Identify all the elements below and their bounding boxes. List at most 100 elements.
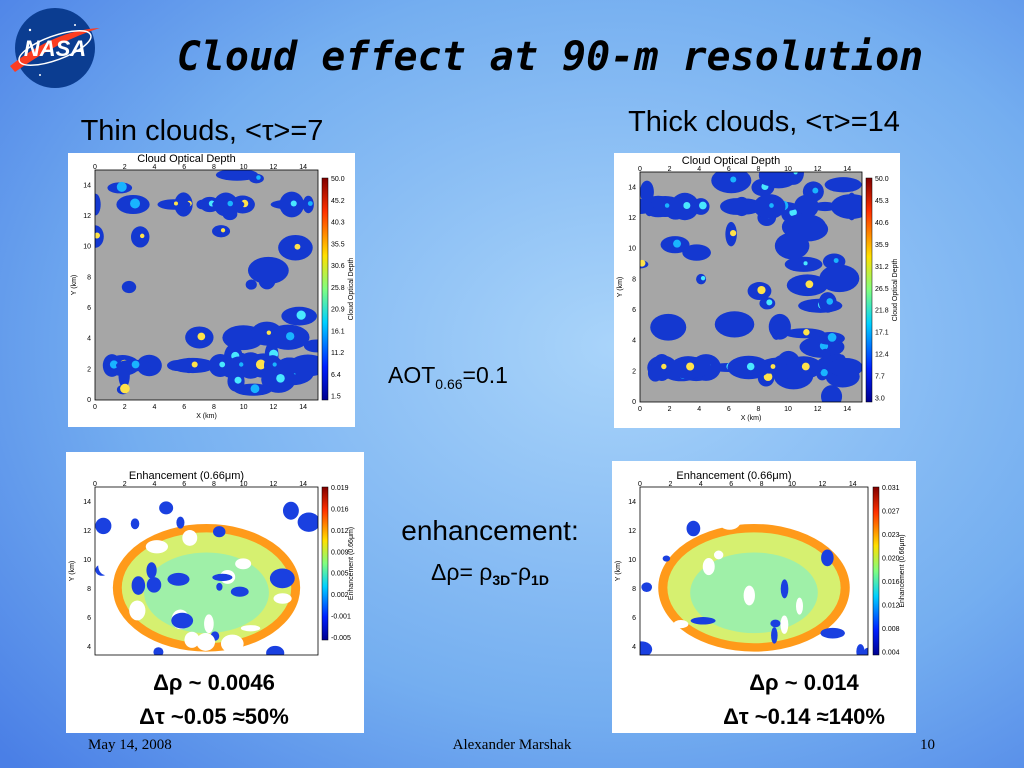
cloud-hole	[129, 600, 146, 621]
colorbar-tick-label: 11.2	[331, 350, 344, 357]
x-tick-label: 10	[240, 164, 248, 171]
cloud	[759, 173, 785, 187]
x-tick-label: 6	[182, 481, 186, 488]
cloud-hole	[146, 577, 162, 593]
cloud-core	[746, 362, 755, 371]
map-image	[640, 487, 868, 655]
cloud-hole	[282, 501, 299, 520]
cloud-core	[661, 363, 667, 370]
y-tick-label: 14	[83, 182, 91, 189]
colorbar	[872, 486, 880, 656]
cloud	[711, 172, 752, 194]
colorbar	[865, 177, 873, 403]
cloud	[733, 196, 751, 217]
cloud-core	[683, 201, 691, 210]
cloud	[196, 199, 209, 210]
y-axis-label: Y (km)	[69, 561, 76, 581]
map-image	[95, 170, 318, 400]
cloud-hole	[673, 620, 689, 629]
x-tick-label: 12	[814, 406, 822, 413]
formula-lhs: Δρ= ρ	[431, 559, 492, 585]
x-tick-label: 2	[123, 404, 127, 411]
cloud-core	[700, 275, 706, 281]
y-tick-label: 4	[632, 644, 636, 651]
y-tick-label: 10	[83, 244, 91, 251]
x-tick-label: 0	[93, 481, 97, 488]
colorbar-tick-label: 3.0	[875, 396, 885, 403]
y-tick-label: 12	[83, 528, 91, 535]
cloud-hole	[713, 550, 724, 560]
enhancement-formula: Δρ= ρ3D-ρ1D	[431, 559, 549, 588]
cloud-core	[730, 176, 737, 183]
cloud-hole	[213, 526, 226, 538]
cloud	[836, 354, 848, 381]
colorbar-tick-label: 0.008	[882, 626, 900, 633]
colorbar-tick-label: 30.6	[331, 263, 345, 270]
y-tick-label: 8	[632, 586, 636, 593]
y-tick-label: 14	[628, 184, 636, 191]
x-tick-label: 0	[638, 481, 642, 488]
cloud-core	[307, 201, 313, 206]
y-tick-label: 4	[87, 336, 91, 343]
plot-title: Cloud Optical Depth	[682, 155, 780, 167]
x-tick-label: 6	[727, 166, 731, 173]
x-tick-label: 8	[212, 164, 216, 171]
cloud	[824, 177, 862, 193]
cloud	[121, 280, 137, 294]
cloud-core	[116, 181, 127, 192]
cloud-hole	[718, 513, 741, 530]
x-tick-label: 4	[697, 406, 701, 413]
cloud	[215, 170, 259, 181]
x-tick-label: 0	[638, 406, 642, 413]
colorbar-label: Cloud Optical Depth	[348, 258, 355, 321]
cloud-core	[294, 243, 301, 250]
x-tick-label: 14	[843, 166, 851, 173]
cloud-hole	[686, 520, 701, 537]
cloud-core	[793, 172, 798, 175]
colorbar-label: Enhancement (0.66μm)	[899, 534, 906, 607]
cloud-core	[286, 332, 295, 341]
colorbar-tick-label: 20.9	[331, 307, 345, 314]
panels: Cloud Optical Depth002244668810101212141…	[66, 153, 916, 733]
cloud	[222, 208, 238, 221]
x-tick-label: 12	[819, 481, 827, 488]
x-tick-label: 6	[727, 406, 731, 413]
cloud-hole	[289, 487, 313, 498]
cloud-hole	[212, 573, 233, 582]
colorbar-tick-label: 16.1	[331, 328, 345, 335]
y-tick-label: 4	[632, 338, 636, 345]
colorbar-tick-label: 0.019	[331, 485, 349, 492]
cloud-core	[234, 376, 242, 384]
cloud-core	[699, 201, 707, 210]
colorbar-tick-label: 35.5	[331, 241, 345, 248]
cloud-hole	[145, 540, 168, 554]
cloud-hole	[153, 647, 164, 655]
formula-sub: 3D	[492, 572, 510, 588]
cloud-core	[173, 201, 178, 206]
x-tick-label: 8	[212, 481, 216, 488]
x-tick-label: 4	[699, 481, 703, 488]
cloud-core	[250, 384, 260, 394]
cloud-core	[789, 208, 797, 217]
cloud-core	[686, 362, 695, 371]
footer-page: 10	[920, 737, 935, 753]
x-tick-label: 4	[697, 166, 701, 173]
cloud-hole	[702, 558, 715, 576]
formula-sub: 1D	[531, 572, 549, 588]
figure-panel: Cloud Optical Depth002244668810101212141…	[68, 153, 355, 427]
x-tick-label: 12	[814, 166, 822, 173]
cloud	[640, 198, 654, 215]
colorbar-tick-label: 1.5	[331, 394, 341, 401]
x-tick-label: 8	[760, 481, 764, 488]
cloud-hole	[182, 529, 198, 546]
colorbar-tick-label: 25.8	[331, 285, 345, 292]
x-tick-label: 14	[849, 481, 857, 488]
plot-title: Cloud Optical Depth	[137, 153, 235, 165]
aot-label: AOT0.66=0.1	[388, 362, 508, 392]
cloud-hole	[640, 641, 653, 655]
cloud-hole	[196, 633, 216, 651]
cloud-core	[833, 258, 839, 263]
plot-border	[639, 171, 863, 403]
cloud-core	[95, 232, 100, 239]
cloud-core	[266, 330, 272, 335]
